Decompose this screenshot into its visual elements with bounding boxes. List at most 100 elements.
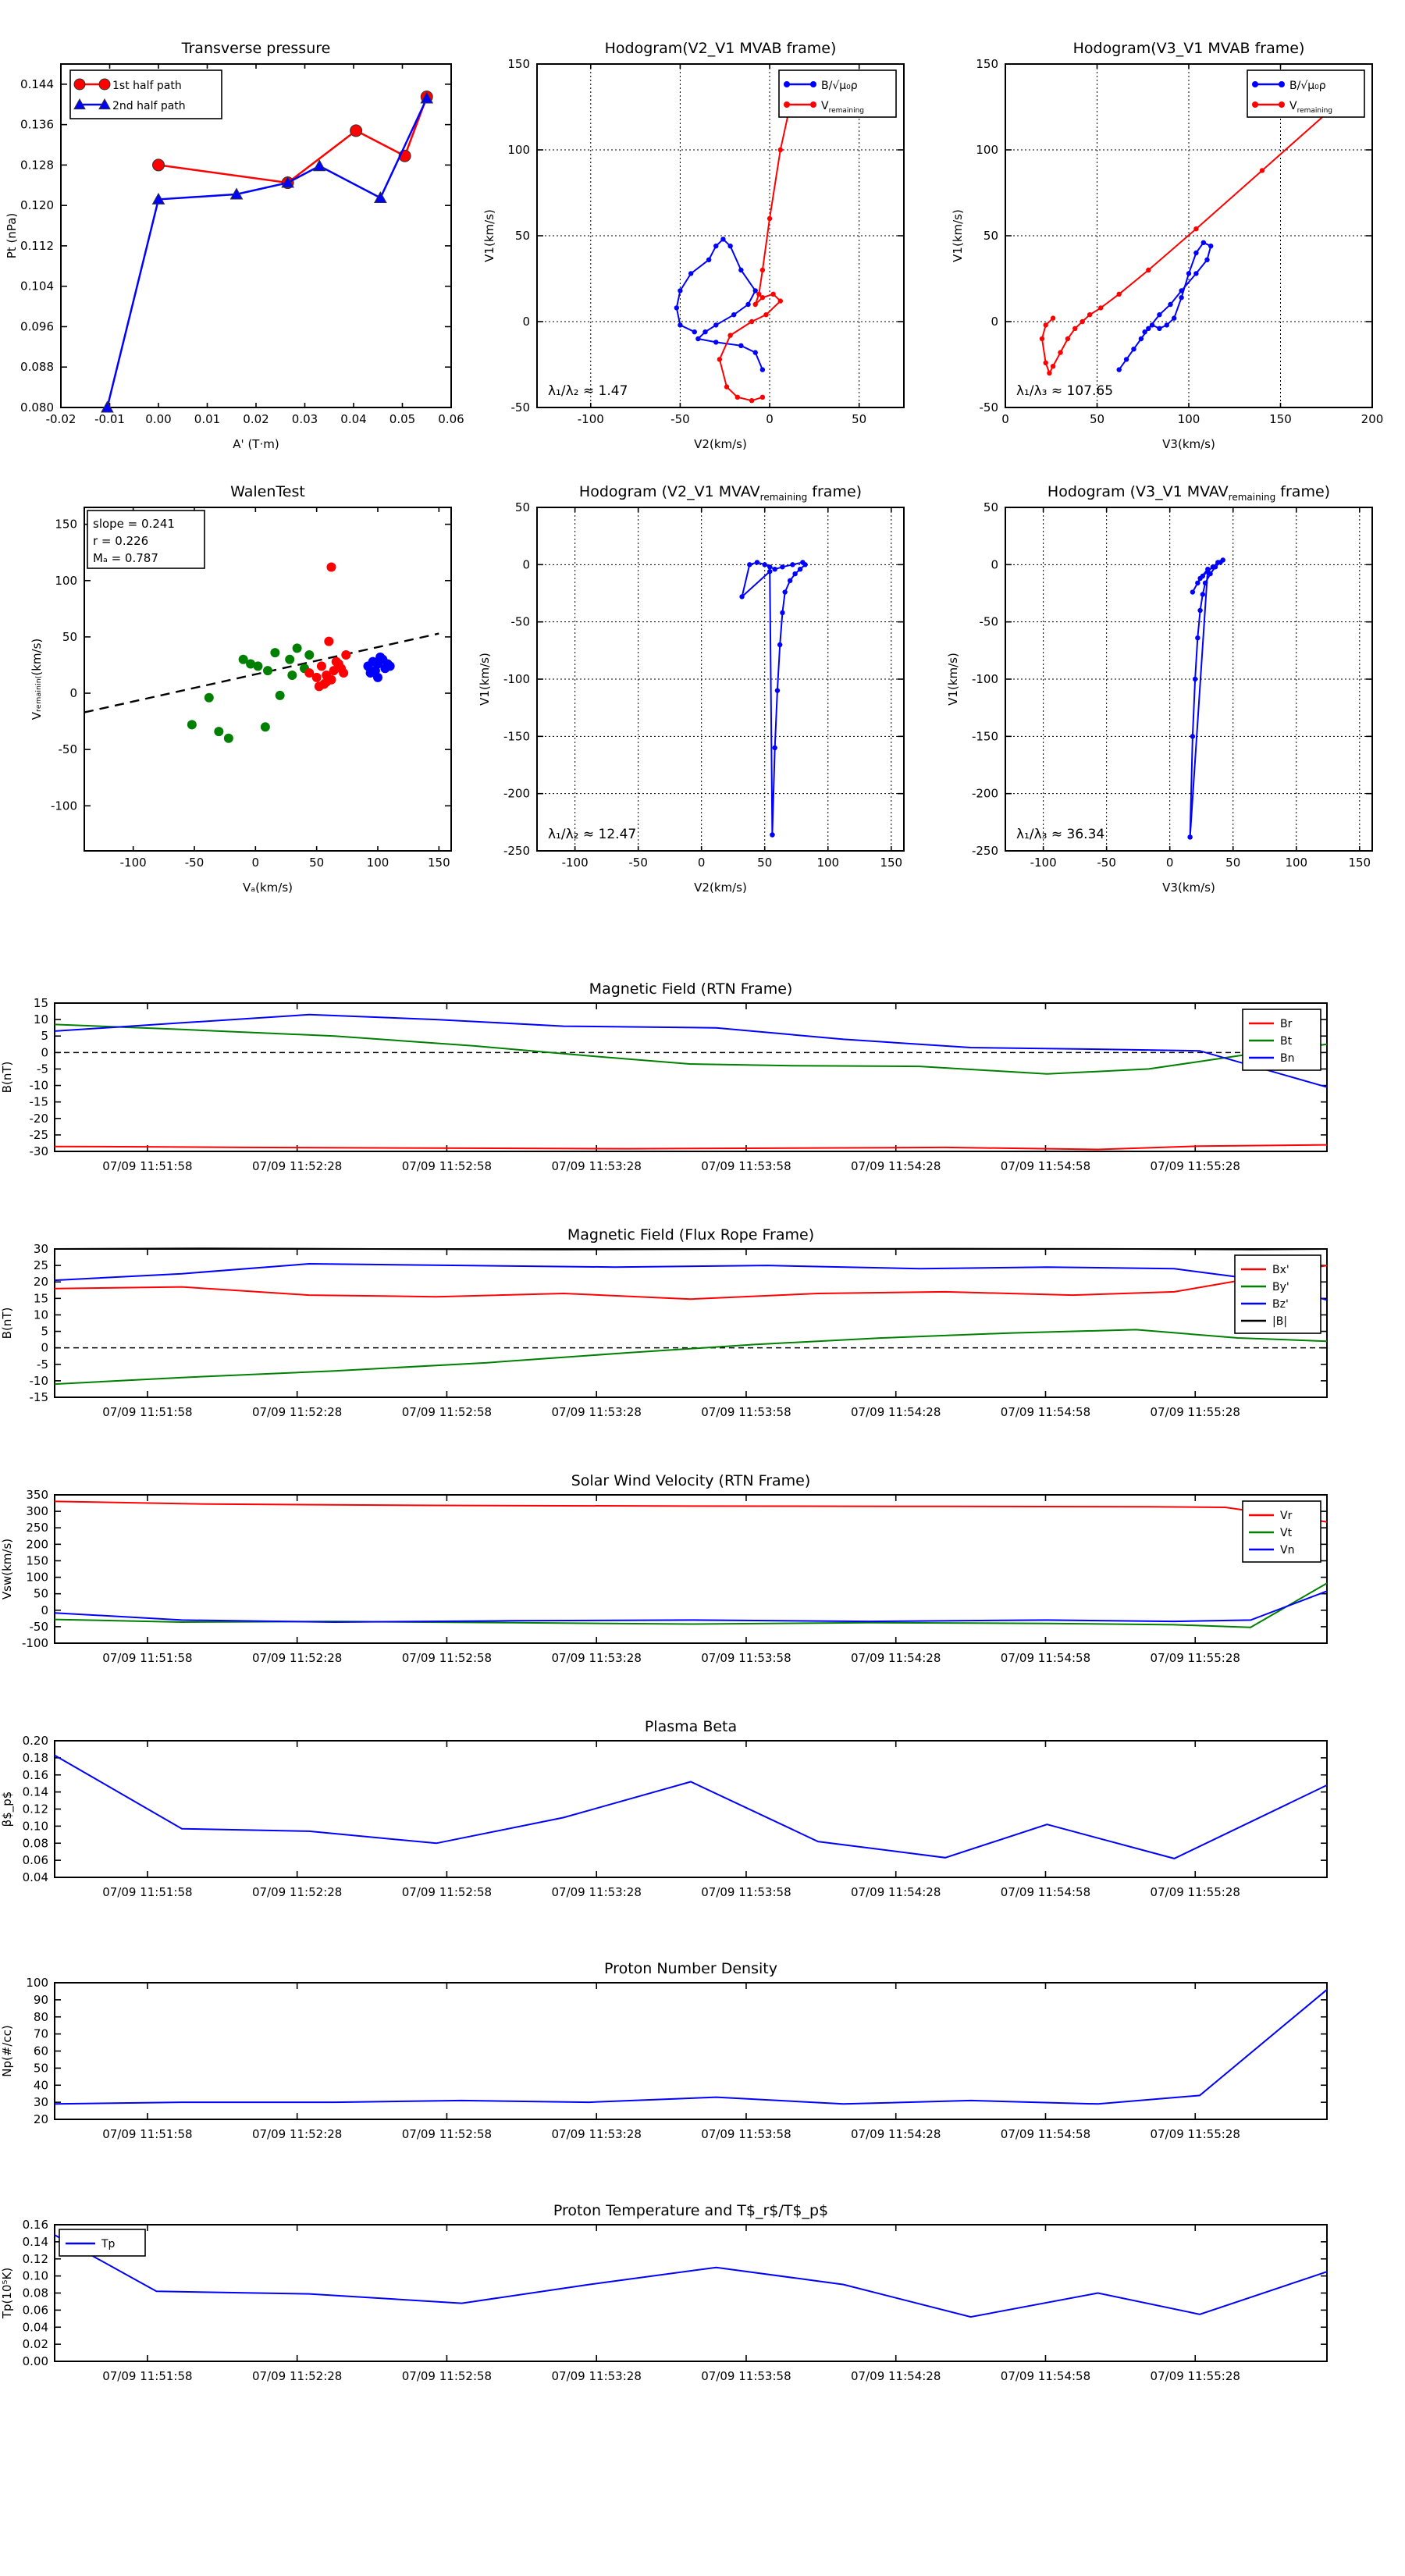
series-0-point <box>1149 322 1155 328</box>
panel-title: Transverse pressure <box>181 40 331 57</box>
xtick-label: 0.00 <box>145 412 171 426</box>
series-0-point <box>790 562 795 568</box>
ytick-label: 0.14 <box>23 2235 48 2249</box>
series-0-point <box>1200 240 1207 245</box>
series-0-point <box>767 568 773 575</box>
time-tick-label: 07/09 11:54:58 <box>1001 1159 1090 1173</box>
time-tick-label: 07/09 11:54:28 <box>851 1405 941 1419</box>
xtick-label: 100 <box>1285 856 1307 870</box>
series-1-point <box>777 298 784 304</box>
ytick-label: 5 <box>41 1325 48 1339</box>
y-axis-label: Np(#/cc) <box>0 2025 14 2077</box>
series-1-point <box>777 147 784 153</box>
xtick-label: -50 <box>628 856 648 870</box>
stat-line: r = 0.226 <box>93 534 148 548</box>
series-0-point <box>1179 295 1184 301</box>
time-tick-label: 07/09 11:53:28 <box>552 1159 642 1173</box>
time-tick-label: 07/09 11:52:28 <box>252 1159 342 1173</box>
series-0-point <box>731 312 737 318</box>
xtick-label: 0 <box>698 856 706 870</box>
series-0 <box>54 1265 1328 1300</box>
series-0 <box>54 1754 1328 1859</box>
series-0-point <box>1187 834 1193 840</box>
series-1-point <box>759 295 766 301</box>
legend-label: 1st half path <box>112 80 182 92</box>
series-0-point <box>1193 271 1199 276</box>
ytick-label: 0.08 <box>23 2286 48 2300</box>
series-0-point <box>1195 635 1200 641</box>
panel-title: Magnetic Field (Flux Rope Frame) <box>567 1226 814 1244</box>
legend-marker <box>810 101 816 108</box>
ytick-label: -100 <box>503 672 530 686</box>
series-0-point <box>688 271 694 276</box>
series-0-point <box>1205 567 1211 572</box>
time-tick-label: 07/09 11:54:58 <box>1001 2369 1090 2383</box>
scatter-1-point <box>341 649 351 660</box>
series-1-point <box>1050 315 1056 321</box>
xtick-label: -0.02 <box>46 412 76 426</box>
legend-label: By' <box>1272 1281 1289 1293</box>
panel-transverse-pressure: Transverse pressure -0.02 -0.01 0.00 0.01 0.0… <box>5 40 464 451</box>
series-0-point <box>1220 557 1225 563</box>
ytick-label: 0 <box>991 557 998 571</box>
time-tick-label: 07/09 11:52:58 <box>402 2369 492 2383</box>
plot-frame <box>54 1002 1328 1152</box>
xtick-label: 50 <box>1090 412 1104 426</box>
series-1-point <box>1259 168 1265 173</box>
scatter-0-point <box>187 720 197 730</box>
time-tick-label: 07/09 11:54:28 <box>851 2127 941 2141</box>
ytick-label: 0 <box>991 315 998 329</box>
ytick-label: 20 <box>34 1275 48 1289</box>
series-0-point <box>713 322 719 328</box>
series-0-point <box>1157 326 1162 331</box>
series-1-point <box>1072 326 1078 331</box>
timeseries-proton-temperature: Proton Temperature and T$_r$/T$_p$ 0.00 0.… <box>0 2202 1328 2383</box>
time-tick-label: 07/09 11:52:58 <box>402 1885 492 1899</box>
series-0-point <box>770 832 775 838</box>
series-1-point <box>1080 318 1085 325</box>
scatter-1-point <box>324 636 334 646</box>
time-tick-label: 07/09 11:52:28 <box>252 1885 342 1899</box>
xtick-label: 0.01 <box>194 412 220 426</box>
series-0-point <box>752 288 758 294</box>
panel-hodogram-v3v1-mvab: Hodogram(V3_V1 MVAB frame) 0 50 100 150 200 -5… <box>951 40 1383 451</box>
legend-label: Tp <box>101 2238 116 2250</box>
series-1-point <box>1058 350 1063 355</box>
x-axis-label: Vₐ(km/s) <box>243 881 293 895</box>
time-tick-label: 07/09 11:55:28 <box>1151 1885 1240 1899</box>
xtick-label: 100 <box>816 856 839 870</box>
ytick-label: 200 <box>26 1537 48 1551</box>
series-0-point <box>1116 367 1122 372</box>
ytick-label: 60 <box>34 2044 48 2058</box>
legend-marker <box>784 81 790 87</box>
series-0-point <box>780 610 785 616</box>
legend-label: B/√μ₀ρ <box>1289 80 1326 92</box>
scatter-0-point <box>275 690 285 700</box>
scatter-1-point <box>304 668 315 678</box>
panel-title-end: frame) <box>807 483 862 500</box>
scatter-0-point <box>223 733 233 743</box>
ytick-label: 50 <box>34 1587 48 1601</box>
ytick-label: 0.20 <box>23 1734 48 1748</box>
series-1-point <box>1098 305 1104 311</box>
scatter-2-point <box>382 659 393 669</box>
scatter-1-point <box>329 666 339 676</box>
series-0-point <box>720 237 726 242</box>
xtick-label: -50 <box>185 856 205 870</box>
time-tick-label: 07/09 11:52:28 <box>252 2369 342 2383</box>
x-axis-label: V3(km/s) <box>1162 881 1215 895</box>
series-1-triangle <box>101 400 114 413</box>
series-2 <box>54 1262 1328 1301</box>
ytick-label: 300 <box>26 1504 48 1518</box>
xtick-label: 0.06 <box>438 412 464 426</box>
series-1-point <box>724 384 730 390</box>
stat-line: Mₐ = 0.787 <box>93 551 158 565</box>
series-0-point <box>759 367 766 372</box>
time-tick-label: 07/09 11:53:28 <box>552 1885 642 1899</box>
ytick-label: 0.128 <box>20 158 54 172</box>
ytick-label: 0.120 <box>20 198 54 212</box>
time-tick-label: 07/09 11:54:58 <box>1001 2127 1090 2141</box>
legend-label: 2nd half path <box>112 100 186 112</box>
